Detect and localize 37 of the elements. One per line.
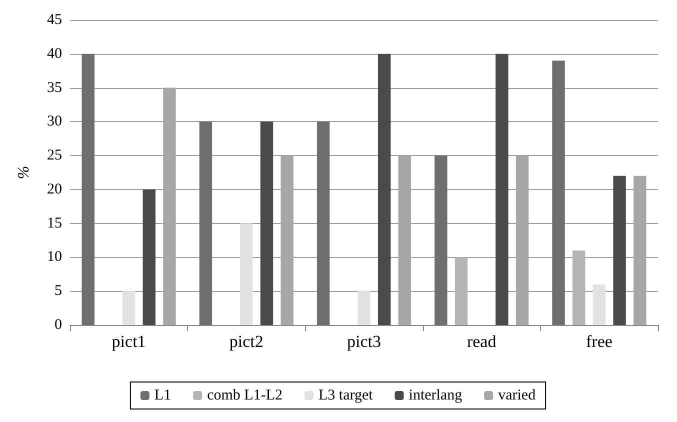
legend-label: interlang bbox=[408, 388, 463, 404]
y-tick-label: 30 bbox=[47, 114, 62, 130]
y-tick-label: 35 bbox=[47, 80, 62, 96]
x-tick-label: free bbox=[586, 332, 612, 351]
legend-label: comb L1-L2 bbox=[207, 388, 282, 404]
x-tick-label: pict3 bbox=[347, 332, 381, 351]
y-axis-title: % bbox=[16, 166, 32, 180]
x-tick-label: pict2 bbox=[229, 332, 264, 351]
bar bbox=[592, 284, 606, 325]
bar bbox=[454, 257, 468, 325]
y-tick-label: 40 bbox=[47, 46, 62, 62]
y-tick-label: 15 bbox=[47, 215, 62, 232]
bar bbox=[434, 156, 448, 325]
y-tick-label: 25 bbox=[47, 148, 62, 164]
bar bbox=[199, 122, 212, 325]
x-tick-label: read bbox=[466, 332, 497, 351]
bar bbox=[82, 54, 94, 325]
legend-label: L3 target bbox=[318, 388, 374, 404]
y-tick-label: 20 bbox=[47, 181, 62, 198]
bar bbox=[240, 223, 253, 325]
bar bbox=[142, 189, 156, 325]
bar bbox=[572, 250, 586, 325]
bar bbox=[496, 54, 508, 325]
bar bbox=[378, 54, 391, 325]
y-tick-label: 45 bbox=[47, 12, 62, 28]
y-tick-label: 0 bbox=[54, 317, 62, 333]
legend-label: L1 bbox=[154, 388, 172, 404]
bar bbox=[613, 176, 626, 325]
x-tick-label: pict1 bbox=[112, 332, 146, 351]
bar bbox=[316, 122, 330, 325]
bar bbox=[260, 122, 274, 325]
legend-label: varied bbox=[498, 388, 536, 404]
y-tick-label: 10 bbox=[47, 249, 62, 266]
y-tick-label: 5 bbox=[54, 283, 62, 300]
bar bbox=[122, 291, 136, 325]
bar bbox=[358, 291, 370, 325]
bar bbox=[552, 60, 565, 325]
